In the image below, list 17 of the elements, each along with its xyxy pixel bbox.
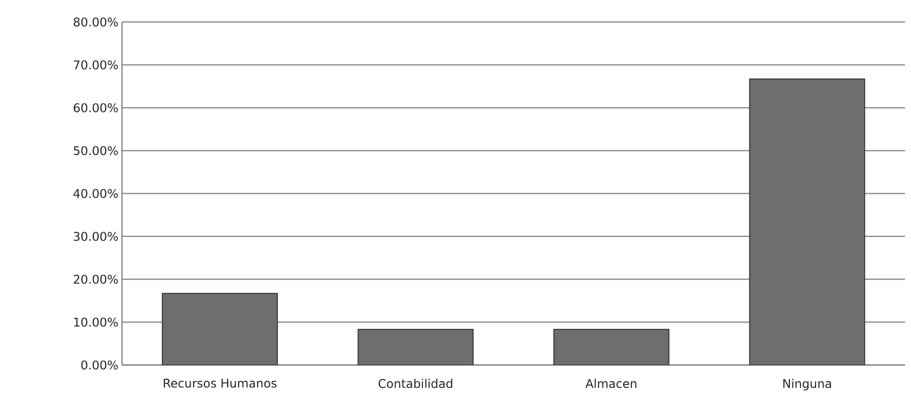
y-tick-label: 40.00% (73, 188, 118, 198)
x-tick-label: Recursos Humanos (164, 378, 276, 388)
y-tick-label: 0.00% (81, 360, 118, 370)
bar (358, 328, 474, 365)
y-tick-label: 20.00% (74, 274, 118, 284)
y-tick-label: 30.00% (74, 232, 118, 241)
y-tick-label: 60.00% (74, 103, 118, 112)
x-tick-label: Ninguna (783, 378, 832, 390)
bar (162, 292, 278, 365)
y-tick-label: 50.00% (74, 146, 118, 156)
y-tick-label: 10.00% (74, 318, 118, 327)
x-tick-label: Contabilidad (378, 378, 452, 388)
bar (749, 78, 866, 365)
x-tick-label: Almacen (585, 378, 636, 388)
y-tick-label: 70.00% (74, 60, 118, 70)
y-tick-label: 80.00% (74, 17, 118, 27)
bar (553, 328, 670, 365)
